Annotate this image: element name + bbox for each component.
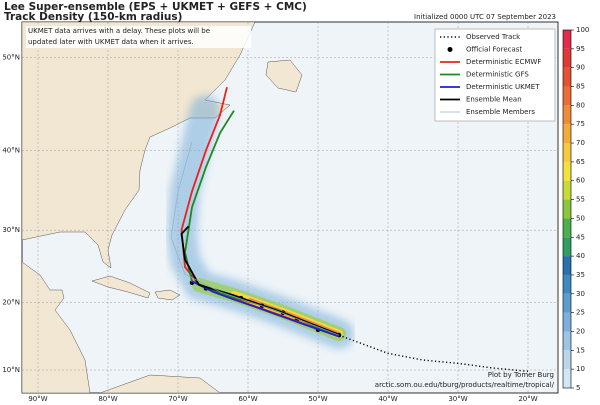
colorbar-cell — [563, 350, 571, 370]
colorbar-cell — [563, 312, 571, 332]
lat-label: 30°N — [2, 226, 20, 234]
legend-label: Deterministic UKMET — [466, 83, 540, 91]
colorbar-label: 10 — [576, 365, 585, 373]
colorbar-label: 25 — [576, 309, 585, 317]
legend-label: Observed Track — [466, 33, 521, 41]
lon-label: 20°W — [518, 395, 537, 403]
colorbar-label: 80 — [576, 101, 585, 109]
colorbar-cell — [563, 369, 571, 388]
colorbar-cell — [563, 256, 571, 275]
legend-label: Deterministic ECMWF — [466, 58, 541, 66]
colorbar-label: 5 — [576, 384, 580, 392]
colorbar-label: 20 — [576, 327, 585, 335]
track-line — [180, 225, 340, 336]
colorbar-label: 55 — [576, 196, 585, 204]
track-line — [170, 141, 340, 336]
note-line: updated later with UKMET data when it ar… — [28, 38, 194, 46]
colorbar-label: 30 — [576, 290, 585, 298]
colorbar-label: 100 — [576, 26, 589, 34]
initialized: Initialized 0000 UTC 07 September 2023 — [414, 13, 556, 21]
colorbar-cell — [563, 124, 571, 144]
colorbar-label: 75 — [576, 120, 585, 128]
colorbar-label: 40 — [576, 252, 585, 260]
colorbar-cell — [563, 180, 571, 200]
lon-label: 80°W — [98, 395, 117, 403]
subtitle: Track Density (150-km radius) — [4, 11, 182, 23]
colorbar-cell — [563, 293, 571, 313]
credit: arctic.som.ou.edu/tburg/products/realtim… — [375, 381, 555, 389]
colorbar-label: 60 — [576, 177, 585, 185]
colorbar-label: 85 — [576, 83, 585, 91]
colorbar-cell — [563, 30, 571, 49]
colorbar-label: 90 — [576, 64, 585, 72]
colorbar-label: 45 — [576, 233, 585, 241]
legend-label: Ensemble Mean — [466, 96, 522, 104]
colorbar-label: 50 — [576, 214, 585, 222]
lon-label: 90°W — [28, 395, 47, 403]
lat-label: 20°N — [2, 298, 20, 306]
title: Lee Super-ensemble (EPS + UKMET + GEFS +… — [4, 1, 307, 13]
land — [22, 22, 303, 393]
colorbar-label: 15 — [576, 346, 585, 354]
colorbar-cell — [563, 48, 571, 68]
lon-label: 70°W — [168, 395, 187, 403]
lon-label: 40°W — [378, 395, 397, 403]
legend-symbol — [447, 47, 453, 52]
note-line: UKMET data arrives with a delay. These p… — [28, 27, 210, 35]
colorbar-cell — [563, 331, 571, 351]
lon-label: 60°W — [238, 395, 257, 403]
colorbar-cell — [563, 105, 571, 125]
colorbar-label: 35 — [576, 271, 585, 279]
colorbar-cell — [563, 218, 571, 238]
colorbar-cell — [563, 86, 571, 106]
colorbar-cell — [563, 67, 571, 87]
lon-label: 30°W — [448, 395, 467, 403]
note-box — [26, 26, 251, 48]
colorbar-frame — [562, 29, 572, 389]
colorbar-cell — [563, 199, 571, 219]
colorbar-cell — [563, 237, 571, 257]
colorbar-label: 65 — [576, 158, 585, 166]
track-line — [191, 280, 340, 338]
legend-label: Official Forecast — [466, 46, 522, 54]
colorbar-cell — [563, 143, 571, 162]
colorbar-label: 70 — [576, 139, 585, 147]
legend-label: Ensemble Members — [466, 108, 535, 116]
lat-label: 50°N — [2, 54, 20, 62]
colorbar-label: 95 — [576, 45, 585, 53]
colorbar-cell — [563, 161, 571, 181]
lat-label: 10°N — [2, 366, 20, 374]
lon-label: 50°W — [308, 395, 327, 403]
colorbar-cell — [563, 274, 571, 294]
lat-label: 40°N — [2, 146, 20, 154]
legend-label: Deterministic GFS — [466, 71, 529, 79]
credit: Plot by Tomer Burg — [488, 371, 554, 379]
